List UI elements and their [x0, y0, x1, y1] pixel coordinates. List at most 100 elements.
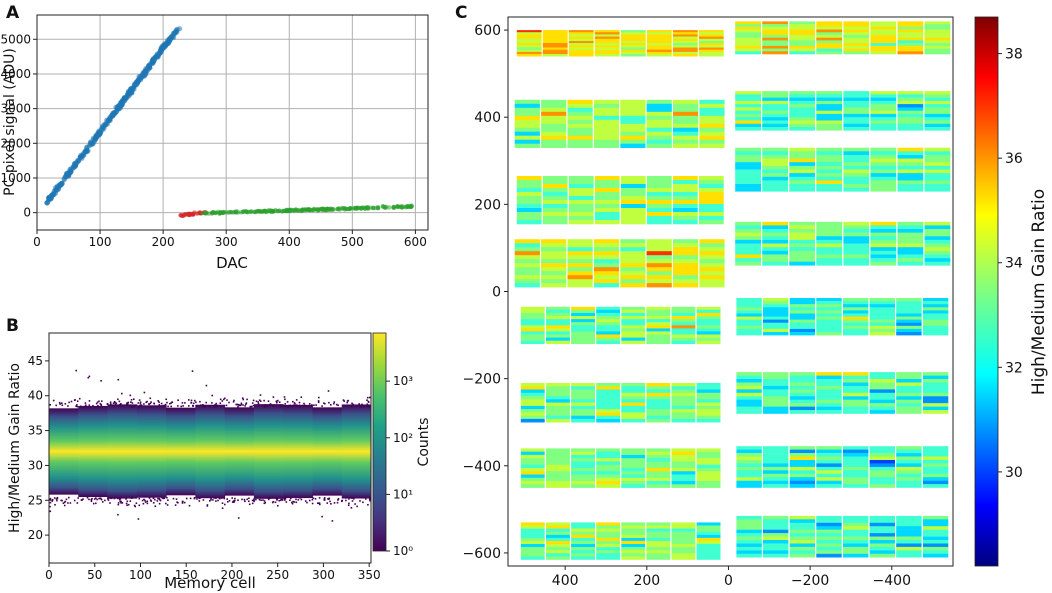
point: [182, 213, 187, 218]
asic-6: [673, 239, 699, 288]
asic-1: [542, 176, 568, 225]
pixel-row: [520, 556, 545, 560]
pixel-row: [596, 544, 621, 548]
pixel-row: [571, 386, 595, 390]
pixel-row: [816, 389, 842, 394]
point: [135, 79, 141, 85]
panel-a-xlabel: DAC: [216, 254, 248, 272]
pixel-row: [520, 383, 545, 387]
pixel-row: [816, 32, 843, 36]
pixel-row: [789, 117, 816, 121]
outlier: [291, 501, 293, 504]
pixel-row: [763, 519, 789, 523]
outlier: [158, 502, 161, 505]
pixel-row: [673, 251, 699, 256]
pixel-row: [924, 91, 951, 95]
pixel-row: [789, 107, 816, 111]
pixel-row: [571, 544, 595, 548]
outlier: [188, 405, 190, 407]
pixel-row: [843, 550, 869, 555]
pixel-row: [924, 100, 951, 105]
pixel-row: [672, 49, 698, 53]
pixel-row: [672, 204, 698, 209]
pixel-row: [571, 412, 595, 416]
colorbar-tick-label-3: 10³: [393, 374, 413, 388]
pixel-row: [514, 247, 540, 252]
pixel-row: [763, 392, 789, 397]
pixel-row: [897, 258, 924, 262]
pixel-row: [735, 97, 761, 102]
pixel-row: [571, 458, 595, 462]
pixel-row: [546, 528, 570, 532]
pixel-row: [843, 120, 870, 125]
pixel-row: [843, 470, 869, 474]
outlier: [279, 404, 282, 407]
pixel-row: [843, 24, 870, 28]
colorbar-tick-label-38: 38: [1005, 47, 1023, 63]
pixel-row: [546, 399, 570, 403]
pixel-row: [789, 29, 816, 33]
detector-module-9: [520, 383, 721, 423]
pixel-row: [620, 127, 646, 132]
outlier: [188, 399, 190, 401]
asic-1: [763, 298, 789, 336]
outlier: [210, 497, 212, 500]
outlier: [318, 497, 321, 499]
pixel-row: [542, 208, 568, 213]
outlier: [158, 498, 161, 501]
outlier: [110, 497, 112, 500]
outlier: [81, 499, 83, 501]
outlier: [327, 498, 329, 500]
pixel-row: [924, 155, 951, 159]
panel-a-frame: [36, 14, 429, 231]
pixel-row: [896, 316, 922, 320]
pixel-row: [593, 135, 620, 140]
pixel-row: [546, 340, 570, 345]
pixel-row: [671, 412, 696, 416]
pixel-row: [896, 515, 922, 520]
pixel-row: [671, 484, 696, 488]
pixel-row: [568, 180, 594, 185]
pixel-row: [696, 458, 721, 462]
y-tick-label-25: 25: [28, 493, 43, 507]
pixel-row: [596, 522, 621, 526]
pixel-row: [673, 143, 699, 148]
pixel-row: [924, 35, 951, 38]
heatmap-band-cells-64-96: [107, 404, 138, 499]
pixel-row: [621, 522, 646, 526]
asic-3: [816, 515, 842, 558]
pixel-row: [736, 540, 762, 544]
pixel-row: [762, 48, 788, 52]
pixel-row: [696, 309, 721, 314]
pixel-row: [924, 48, 951, 52]
pixel-row: [646, 180, 672, 185]
pixel-row: [897, 37, 924, 41]
pixel-row: [571, 451, 595, 456]
pixel-row: [789, 239, 816, 244]
outlier: [174, 504, 177, 506]
asic-6: [897, 21, 924, 55]
pixel-row: [646, 208, 672, 213]
outlier: [367, 400, 370, 403]
outlier: [111, 405, 114, 408]
pixel-row: [843, 127, 870, 131]
pixel-row: [646, 139, 672, 144]
pixel-row: [621, 386, 646, 390]
outlier: [352, 497, 354, 500]
pixel-row: [843, 243, 870, 248]
pixel-row: [816, 100, 843, 105]
pixel-row: [699, 263, 725, 268]
y-tick-label-4000: 4000: [0, 67, 31, 81]
pixel-row: [843, 232, 870, 237]
pixel-row: [736, 382, 762, 387]
pixel-row: [735, 100, 761, 105]
outlier: [246, 398, 248, 401]
pixel-row: [843, 21, 870, 25]
asic-4: [843, 515, 869, 558]
asic-3: [816, 298, 842, 336]
outlier: [51, 500, 53, 502]
pixel-row: [869, 325, 895, 330]
outlier: [368, 396, 371, 399]
outlier: [263, 500, 266, 502]
